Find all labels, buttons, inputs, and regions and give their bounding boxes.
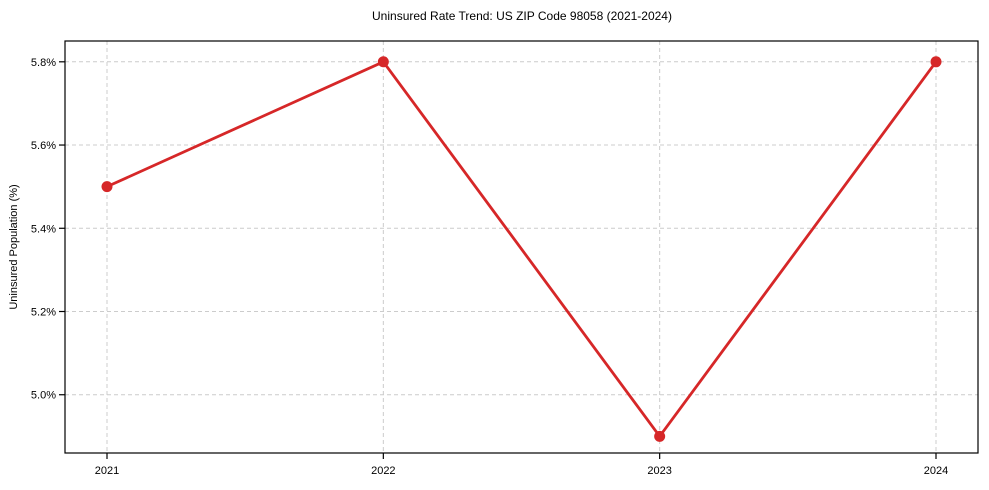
y-tick-label: 5.4% xyxy=(31,223,56,235)
x-tick-label: 2024 xyxy=(924,465,948,477)
chart-title: Uninsured Rate Trend: US ZIP Code 98058 … xyxy=(372,9,672,23)
y-axis-label: Uninsured Population (%) xyxy=(8,184,20,309)
trend-line xyxy=(105,60,938,438)
x-tick-label: 2023 xyxy=(647,465,671,477)
y-tick-label: 5.2% xyxy=(31,307,56,319)
x-axis-ticks: 2021 2022 2023 2024 xyxy=(95,453,948,477)
data-point-markers xyxy=(101,56,942,442)
x-tick-label: 2022 xyxy=(371,465,395,477)
y-tick-label: 5.0% xyxy=(31,390,56,402)
plot-border xyxy=(64,40,979,454)
x-tick-label: 2021 xyxy=(95,465,119,477)
data-point xyxy=(930,56,942,68)
data-point xyxy=(654,430,666,442)
gridlines xyxy=(65,41,978,453)
data-point xyxy=(377,56,389,68)
y-axis-ticks: 5.0% 5.2% 5.4% 5.6% 5.8% xyxy=(31,57,65,402)
y-tick-label: 5.8% xyxy=(31,57,56,69)
y-tick-label: 5.6% xyxy=(31,140,56,152)
data-point xyxy=(101,181,113,193)
